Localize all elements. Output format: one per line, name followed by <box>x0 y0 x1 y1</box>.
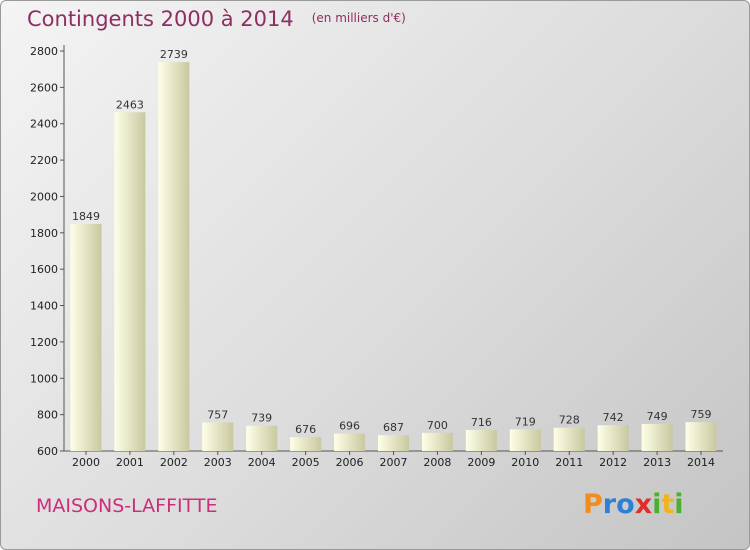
y-tick-label: 2800 <box>30 45 58 58</box>
x-tick-label: 2008 <box>423 456 451 469</box>
y-tick-label: 1000 <box>30 372 58 385</box>
bar <box>70 223 102 451</box>
bar <box>334 433 366 451</box>
bar-value-label: 728 <box>559 414 580 427</box>
bar <box>597 425 629 451</box>
bar <box>246 425 278 451</box>
x-tick-label: 2003 <box>204 456 232 469</box>
x-tick-label: 2014 <box>687 456 715 469</box>
bar <box>553 427 585 451</box>
bar-value-label: 719 <box>515 415 536 428</box>
bar-value-label: 757 <box>207 408 228 421</box>
bar <box>158 62 190 451</box>
bar-value-label: 739 <box>251 412 272 425</box>
city-name: MAISONS-LAFFITTE <box>36 495 218 517</box>
x-tick-label: 2013 <box>643 456 671 469</box>
bar <box>202 422 234 451</box>
chart-title: Contingents 2000 à 2014 (en milliers d'€) <box>27 7 406 31</box>
bar-value-label: 716 <box>471 416 492 429</box>
x-tick-label: 2006 <box>336 456 364 469</box>
bar <box>114 112 146 451</box>
chart-title-text: Contingents 2000 à 2014 <box>27 7 294 31</box>
logo-letter: t <box>661 489 675 520</box>
y-tick-label: 1400 <box>30 300 58 313</box>
x-tick-label: 2012 <box>599 456 627 469</box>
x-tick-label: 2007 <box>380 456 408 469</box>
bar-value-label: 700 <box>427 419 448 432</box>
x-tick-label: 2004 <box>248 456 276 469</box>
bar-value-label: 759 <box>691 408 712 421</box>
bar-value-label: 676 <box>295 423 316 436</box>
y-tick-label: 600 <box>37 445 58 458</box>
bar <box>641 423 673 451</box>
bar-value-label: 1849 <box>72 210 100 223</box>
x-tick-label: 2009 <box>467 456 495 469</box>
x-tick-label: 2002 <box>160 456 188 469</box>
x-tick-label: 2001 <box>116 456 144 469</box>
bar-value-label: 2463 <box>116 98 144 111</box>
y-tick-label: 1800 <box>30 227 58 240</box>
bar-value-label: 749 <box>647 410 668 423</box>
logo-letter: P <box>583 489 603 520</box>
x-tick-label: 2010 <box>511 456 539 469</box>
bar-value-label: 687 <box>383 421 404 434</box>
y-tick-label: 2600 <box>30 81 58 94</box>
bar <box>378 435 409 451</box>
bar-value-label: 696 <box>339 420 360 433</box>
y-tick-label: 800 <box>37 409 58 422</box>
y-tick-label: 2000 <box>30 190 58 203</box>
bar-value-label: 742 <box>603 411 624 424</box>
x-tick-label: 2000 <box>72 456 100 469</box>
y-tick-label: 1200 <box>30 336 58 349</box>
logo-letter: i <box>674 489 684 520</box>
logo-letter: o <box>616 489 635 520</box>
y-tick-label: 2200 <box>30 154 58 167</box>
bar-value-label: 2739 <box>160 48 188 61</box>
y-tick-label: 1600 <box>30 263 58 276</box>
y-tick-label: 2400 <box>30 118 58 131</box>
chart-unit: (en milliers d'€) <box>311 11 406 25</box>
logo-letter: x <box>634 489 653 520</box>
x-tick-label: 2005 <box>292 456 320 469</box>
bar <box>509 429 541 451</box>
logo-letter: r <box>602 489 617 520</box>
x-tick-label: 2011 <box>555 456 583 469</box>
bar <box>290 437 322 451</box>
bar <box>465 429 497 451</box>
bar <box>421 432 453 451</box>
bar <box>685 422 717 451</box>
proxiti-logo[interactable]: Proxiti <box>583 489 684 520</box>
logo-letter: i <box>652 489 662 520</box>
